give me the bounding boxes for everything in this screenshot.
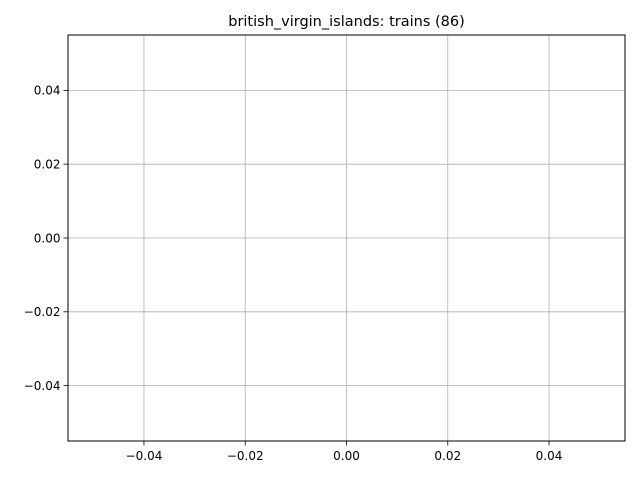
y-tick-label-0: −0.04 [24, 379, 61, 393]
y-tick-label-2: 0.00 [34, 231, 61, 245]
y-tick-label-3: 0.02 [34, 157, 61, 171]
y-axis: −0.04 −0.02 0.00 0.02 0.04 [24, 84, 68, 393]
x-tick-label-3: 0.02 [434, 449, 461, 463]
x-tick-label-4: 0.04 [536, 449, 563, 463]
y-tick-label-4: 0.04 [34, 84, 61, 98]
grid-lines [68, 35, 625, 441]
x-tick-label-2: 0.00 [333, 449, 360, 463]
x-axis: −0.04 −0.02 0.00 0.02 0.04 [126, 441, 563, 463]
y-tick-label-1: −0.02 [24, 305, 61, 319]
x-tick-label-0: −0.04 [126, 449, 163, 463]
x-tick-label-1: −0.02 [227, 449, 264, 463]
chart-title: british_virgin_islands: trains (86) [228, 14, 465, 30]
